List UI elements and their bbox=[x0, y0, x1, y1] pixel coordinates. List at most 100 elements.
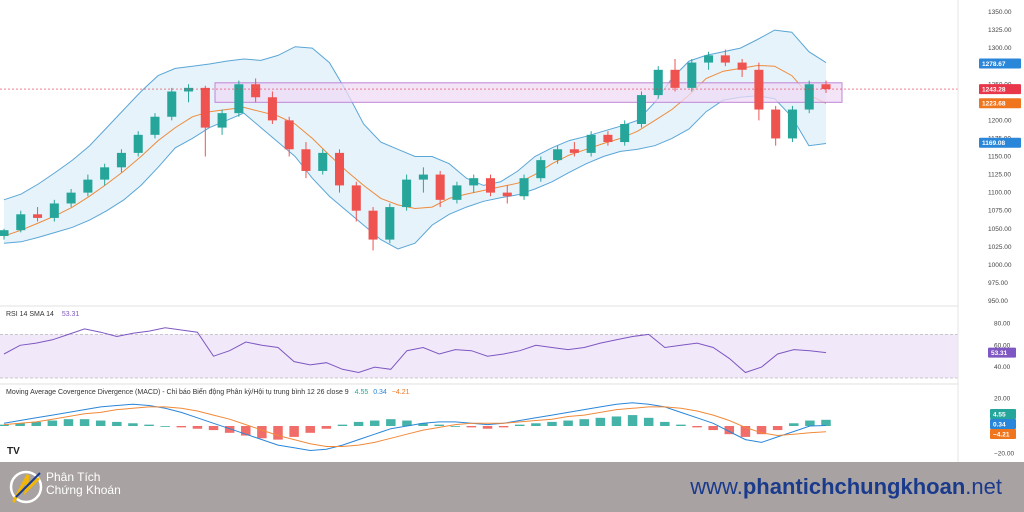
candle-body bbox=[502, 192, 512, 197]
price-y-tick-label: 1075.00 bbox=[988, 208, 1012, 215]
macd-histogram-bar bbox=[708, 426, 718, 431]
rsi-range-fill bbox=[0, 334, 958, 378]
candle-body bbox=[100, 167, 110, 180]
candle-body bbox=[469, 178, 479, 186]
candle-body bbox=[636, 95, 646, 124]
brand-logo-icon[interactable] bbox=[6, 467, 46, 507]
candle-body bbox=[435, 174, 445, 200]
macd-badge-label: 4.55 bbox=[993, 411, 1006, 418]
bollinger-band-fill bbox=[4, 30, 826, 249]
candle-body bbox=[385, 207, 395, 240]
candle-body bbox=[251, 84, 261, 98]
macd-histogram-bar bbox=[31, 421, 41, 426]
macd-histogram-bar bbox=[724, 426, 735, 435]
candle-body bbox=[217, 113, 227, 128]
price-y-tick-label: 1125.00 bbox=[988, 172, 1011, 179]
macd-line-value: 0.34 bbox=[373, 389, 387, 396]
candle-body bbox=[116, 152, 126, 168]
price-panel: 1350.001325.001300.001275.001250.001225.… bbox=[0, 9, 1021, 305]
macd-histogram-bar bbox=[192, 426, 203, 429]
price-badge bbox=[979, 98, 1021, 109]
candle-body bbox=[603, 134, 613, 143]
macd-histogram-bar bbox=[208, 426, 219, 431]
macd-histogram-bar bbox=[47, 420, 58, 426]
macd-badge bbox=[990, 419, 1016, 429]
macd-histogram-bar bbox=[595, 417, 606, 426]
candle-body bbox=[553, 149, 563, 161]
rsi-value-label: 53.31 bbox=[61, 311, 80, 318]
macd-histogram-bar bbox=[128, 423, 138, 426]
price-badge-label: 1223.68 bbox=[982, 101, 1006, 108]
candle-body bbox=[334, 152, 345, 186]
website-suffix: .net bbox=[965, 474, 1002, 499]
candle-body bbox=[368, 210, 378, 240]
price-y-tick-label: 1300.00 bbox=[988, 45, 1012, 52]
macd-histogram-bar bbox=[241, 426, 251, 436]
candle-body bbox=[301, 149, 311, 171]
price-badge-label: 1169.08 bbox=[982, 140, 1006, 147]
macd-histogram-bar bbox=[805, 420, 815, 426]
macd-histogram-bar bbox=[498, 426, 509, 428]
macd-histogram-bar bbox=[740, 426, 751, 437]
macd-histogram-bar bbox=[402, 420, 412, 426]
candle-body bbox=[620, 123, 630, 143]
macd-y-tick-label: −20.00 bbox=[994, 450, 1014, 457]
candle-body bbox=[569, 149, 579, 153]
macd-badge-label: −4.21 bbox=[993, 431, 1010, 438]
macd-histogram-bar bbox=[15, 423, 25, 426]
macd-hist-value: 4.55 bbox=[354, 389, 369, 396]
candle-body bbox=[418, 174, 428, 180]
price-y-tick-label: 1000.00 bbox=[988, 262, 1012, 269]
rsi-label-row: RSI 14 SMA 14 53.31 bbox=[6, 311, 79, 318]
candle-body bbox=[687, 62, 697, 88]
candle-body bbox=[485, 178, 496, 193]
macd-histogram-bar bbox=[79, 419, 90, 426]
macd-histogram-bar bbox=[821, 419, 831, 426]
macd-histogram-bar bbox=[627, 415, 638, 426]
candle-body bbox=[586, 134, 596, 153]
price-y-tick-label: 1350.00 bbox=[988, 9, 1012, 16]
price-badge bbox=[979, 84, 1021, 95]
candle-body bbox=[184, 87, 194, 92]
candle-body bbox=[704, 55, 714, 63]
macd-histogram-bar bbox=[63, 419, 74, 426]
macd-histogram-bar bbox=[772, 426, 783, 431]
candle-body bbox=[0, 230, 9, 236]
bollinger-lower-line bbox=[3, 95, 827, 250]
rsi-label: RSI 14 SMA 14 bbox=[6, 311, 54, 318]
macd-histogram-bar bbox=[643, 417, 654, 426]
candle-body bbox=[787, 109, 797, 139]
macd-panel: 20.000.00−20.004.550.34−4.21 bbox=[0, 396, 1016, 457]
tradingview-logo[interactable]: TV bbox=[7, 446, 20, 457]
price-y-tick-label: 1200.00 bbox=[988, 117, 1012, 124]
macd-histogram-bar bbox=[224, 426, 235, 433]
price-y-tick-label: 1325.00 bbox=[988, 27, 1012, 34]
macd-histogram-bar bbox=[466, 426, 477, 428]
candle-body bbox=[83, 179, 93, 193]
macd-badge-label: 0.34 bbox=[993, 421, 1006, 428]
brand-name-line2: Chứng Khoán bbox=[46, 483, 121, 497]
macd-histogram-bar bbox=[676, 424, 686, 426]
rsi-panel: 80.00 60.00 40.00 53.31 bbox=[0, 320, 1016, 379]
website-prefix: www. bbox=[690, 474, 743, 499]
macd-histogram-bar bbox=[756, 426, 767, 435]
candle-body bbox=[821, 84, 831, 90]
macd-signal-line bbox=[3, 406, 827, 447]
candle-body bbox=[200, 87, 210, 128]
price-y-tick-label: 1100.00 bbox=[988, 190, 1011, 197]
candle-body bbox=[519, 178, 529, 197]
candle-body bbox=[234, 84, 244, 114]
price-y-tick-label: 975.00 bbox=[988, 280, 1008, 287]
candle-body bbox=[720, 55, 730, 63]
macd-y-tick-label: 20.00 bbox=[994, 396, 1011, 403]
price-y-tick-label: 1025.00 bbox=[988, 244, 1012, 251]
price-badge bbox=[979, 137, 1021, 148]
macd-histogram-bar bbox=[321, 426, 332, 429]
resistance-zone bbox=[214, 82, 843, 103]
candle-body bbox=[318, 152, 328, 171]
website-domain: phantichchungkhoan bbox=[742, 474, 966, 499]
bollinger-upper-line bbox=[3, 29, 827, 201]
website-link[interactable]: www.phantichchungkhoan.net bbox=[690, 474, 1002, 500]
macd-histogram-bar bbox=[386, 419, 396, 426]
macd-histogram-bar bbox=[112, 421, 122, 426]
